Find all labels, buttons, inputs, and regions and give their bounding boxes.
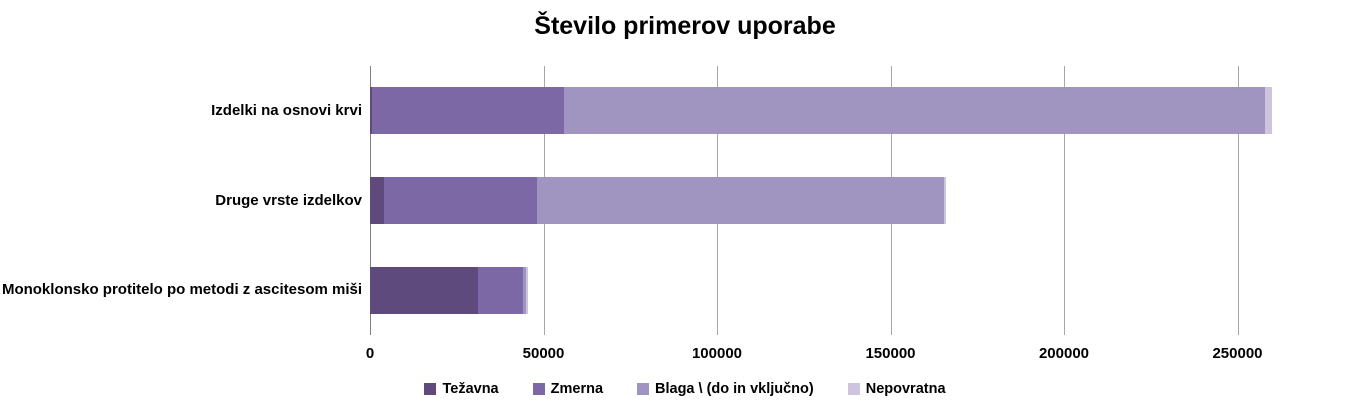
legend-marker-icon — [424, 383, 437, 395]
chart-title: Število primerov uporabe — [534, 12, 836, 40]
chart-legend: Težavna Zmerna Blaga \ (do in vključno) Nep… — [0, 381, 1370, 397]
bar-segment-series1-cat2 — [477, 266, 523, 314]
bar-segment-series1-cat0 — [371, 87, 565, 135]
legend-marker-icon — [847, 383, 860, 395]
bar-segment-series3-cat1 — [944, 177, 947, 224]
bar-segment-series0-cat2 — [370, 266, 478, 314]
gridline-200000 — [1064, 66, 1065, 335]
legend-marker-icon — [532, 383, 545, 395]
bar-segment-series3-cat0 — [1265, 87, 1273, 135]
x-tick-label-200000: 200000 — [1038, 345, 1090, 362]
bar-segment-series2-cat2 — [522, 266, 527, 314]
legend-label-1: Zmerna — [550, 381, 604, 397]
category-label-2: Monoklonsko protitelo po metodi z ascite… — [1, 281, 362, 299]
category-label-0: Izdelki na osnovi krvi — [211, 101, 362, 119]
gridline-250000 — [1237, 66, 1239, 335]
bar-segment-series2-cat1 — [536, 177, 945, 224]
bar-segment-series0-cat1 — [370, 177, 384, 224]
legend-label-3: Nepovratna — [865, 381, 946, 397]
legend-label-2: Blaga \ (do in vključno) — [655, 381, 814, 397]
legend-item-0: Težavna — [424, 381, 499, 397]
legend-item-1: Zmerna — [532, 381, 604, 397]
legend-item-3: Nepovratna — [847, 381, 946, 397]
x-tick-label-0: 0 — [365, 345, 375, 362]
x-tick-label-150000: 150000 — [865, 345, 916, 362]
legend-label-0: Težavna — [442, 381, 499, 397]
legend-item-2: Blaga \ (do in vključno) — [637, 381, 814, 397]
x-tick-label-100000: 100000 — [691, 345, 743, 362]
category-label-1: Druge vrste izdelkov — [215, 191, 362, 209]
bar-segment-series2-cat0 — [564, 87, 1266, 135]
legend-marker-icon — [637, 383, 650, 395]
x-tick-label-50000: 50000 — [522, 345, 565, 362]
x-tick-label-250000: 250000 — [1212, 345, 1263, 362]
bar-segment-series1-cat1 — [383, 177, 537, 224]
bar-segment-series3-cat2 — [526, 266, 528, 314]
bar-segment-series0-cat0 — [370, 87, 372, 135]
